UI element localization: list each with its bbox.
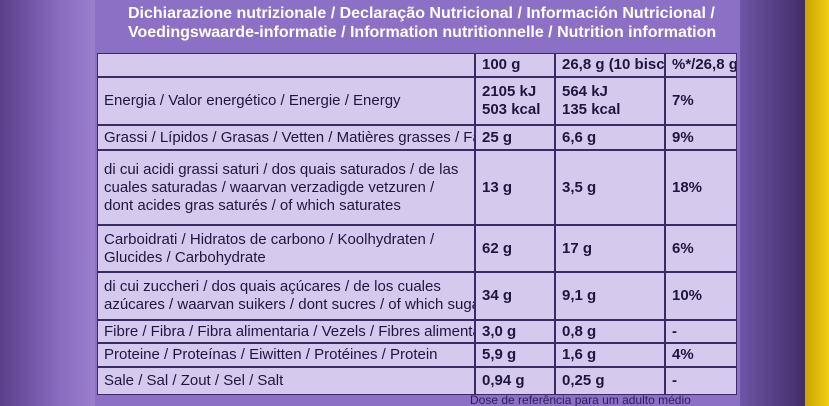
cell-text: dont acides gras saturés / of which satu… <box>104 196 401 214</box>
table-cell <box>97 53 475 77</box>
cell-text: Grassi / Lípidos / Grasas / Vetten / Mat… <box>104 128 475 146</box>
table-cell: 10% <box>665 272 737 320</box>
cell-text: 6,6 g <box>562 128 597 146</box>
table-cell: di cui zuccheri / dos quais açúcares / d… <box>97 272 475 320</box>
table-cell: 18% <box>665 150 737 225</box>
table-cell: Proteine / Proteínas / Eiwitten / Protéi… <box>97 343 475 367</box>
table-cell: 6,6 g <box>555 125 665 150</box>
cell-text: di cui zuccheri / dos quais açúcares / d… <box>104 278 441 295</box>
table-cell: Energia / Valor energético / Energie / E… <box>97 77 475 125</box>
cell-text: 4% <box>672 346 694 363</box>
cell-text: 0,94 g <box>482 372 525 389</box>
nutrition-table: 100 g 26,8 g (10 biscuits) %*/26,8 g Energi… <box>97 53 737 395</box>
cell-text: - <box>672 372 677 389</box>
table-cell: - <box>665 367 737 395</box>
cell-text: Sale / Sal / Zout / Sel / Salt <box>104 372 284 389</box>
cell-text: 135 kcal <box>562 101 621 118</box>
cell-text: 9% <box>672 128 694 146</box>
table-cell: 7% <box>665 77 737 125</box>
table-cell: 0,8 g <box>555 320 665 343</box>
table-cell: 0,25 g <box>555 367 665 395</box>
cell-text: 34 g <box>482 287 513 304</box>
table-cell: 4% <box>665 343 737 367</box>
table-cell: Grassi / Lípidos / Grasas / Vetten / Mat… <box>97 125 475 150</box>
cell-text: Carboidrati / Hidratos de carbono / Kool… <box>104 230 435 248</box>
cell-text: azúcares / waarvan suikers / dont sucres… <box>104 296 475 313</box>
table-cell: 564 kJ 135 kcal <box>555 77 665 125</box>
table-cell: Fibre / Fibra / Fibra alimentaria / Veze… <box>97 320 475 343</box>
package-edge <box>0 0 100 406</box>
cell-text: di cui acidi grassi saturi / dos quais s… <box>104 160 459 178</box>
cell-text: 13 g <box>482 178 513 196</box>
table-cell: - <box>665 320 737 343</box>
cell-text: 26,8 g (10 biscuits) <box>562 56 665 73</box>
package-fold <box>740 0 810 406</box>
cell-text: 9,1 g <box>562 287 597 304</box>
cell-text: 1,6 g <box>562 346 597 363</box>
table-cell: 3,5 g <box>555 150 665 225</box>
cell-text: - <box>672 322 677 340</box>
table-cell: 6% <box>665 225 737 272</box>
table-cell: 0,94 g <box>475 367 555 395</box>
cell-text: 2105 kJ <box>482 83 537 100</box>
cell-text: 62 g <box>482 239 513 257</box>
table-cell: 2105 kJ 503 kcal <box>475 77 555 125</box>
table-cell: 1,6 g <box>555 343 665 367</box>
cell-text: 6% <box>672 239 694 257</box>
table-cell: 9,1 g <box>555 272 665 320</box>
cell-text: 0,8 g <box>562 322 597 340</box>
cell-text: 17 g <box>562 239 593 257</box>
header-line: Voedingswaarde-informatie / Information … <box>128 24 717 41</box>
cell-text: 7% <box>672 92 694 109</box>
cell-text: Proteine / Proteínas / Eiwitten / Protéi… <box>104 346 438 363</box>
cell-text: %*/26,8 g <box>672 56 737 73</box>
table-cell: 34 g <box>475 272 555 320</box>
table-cell: 26,8 g (10 biscuits) <box>555 53 665 77</box>
table-cell: Sale / Sal / Zout / Sel / Salt <box>97 367 475 395</box>
cell-text: 0,25 g <box>562 372 605 389</box>
cell-text: 5,9 g <box>482 346 517 363</box>
table-cell: 25 g <box>475 125 555 150</box>
cell-text: 3,5 g <box>562 178 597 196</box>
cell-text: 564 kJ <box>562 83 608 100</box>
table-cell: 13 g <box>475 150 555 225</box>
cell-text: Glucides / Carbohydrate <box>104 248 266 266</box>
header-line: Dichiarazione nutrizionale / Declaração … <box>128 5 715 22</box>
table-cell: 17 g <box>555 225 665 272</box>
cell-text: 503 kcal <box>482 101 541 118</box>
table-cell: 62 g <box>475 225 555 272</box>
cell-text: Fibre / Fibra / Fibra alimentaria / Veze… <box>104 322 475 340</box>
cell-text: Energia / Valor energético / Energie / E… <box>104 92 401 109</box>
table-cell: 9% <box>665 125 737 150</box>
cell-text: 10% <box>672 287 703 304</box>
cell-text: 100 g <box>482 56 521 73</box>
yellow-edge <box>805 0 829 406</box>
footer-note: Dose de referência para um adulto médio <box>470 393 691 406</box>
cell-text: cuales saturadas / waarvan verzadigde ve… <box>104 178 435 196</box>
cell-text: 25 g <box>482 128 513 146</box>
table-cell: 100 g <box>475 53 555 77</box>
table-cell: %*/26,8 g <box>665 53 737 77</box>
cell-text: 18% <box>672 178 703 196</box>
table-cell: di cui acidi grassi saturi / dos quais s… <box>97 150 475 225</box>
cell-text: 3,0 g <box>482 322 517 340</box>
table-cell: Carboidrati / Hidratos de carbono / Kool… <box>97 225 475 272</box>
table-cell: 5,9 g <box>475 343 555 367</box>
table-cell: 3,0 g <box>475 320 555 343</box>
